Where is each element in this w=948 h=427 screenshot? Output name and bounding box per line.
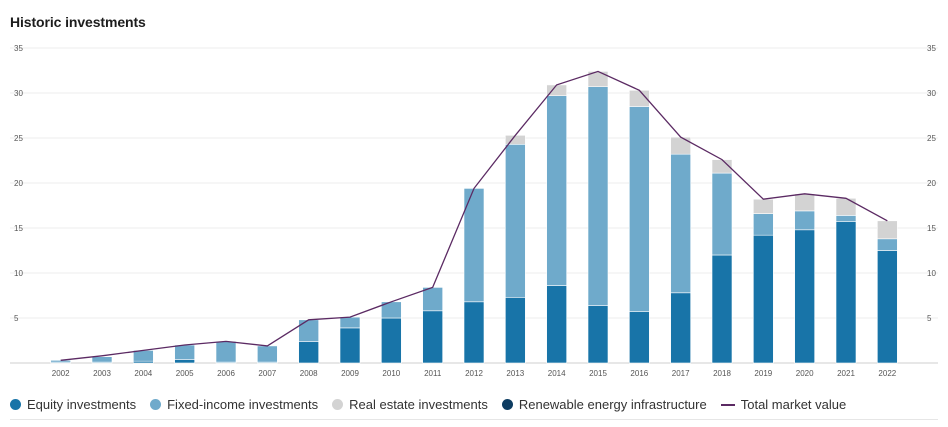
x-tick-label: 2003 <box>93 369 111 378</box>
bar-segment-fixed-income[interactable] <box>711 172 733 256</box>
y-tick-label-left: 35 <box>14 44 23 53</box>
y-tick-label-right: 25 <box>927 134 936 143</box>
bar-segment-equity[interactable] <box>381 317 402 364</box>
bar-segment-real-estate[interactable] <box>877 220 898 240</box>
bar-segment-fixed-income[interactable] <box>546 95 567 286</box>
legend-label: Real estate investments <box>349 397 488 412</box>
bar-segment-equity[interactable] <box>463 301 485 364</box>
bar-segment-equity[interactable] <box>505 296 526 364</box>
bar-segment-fixed-income[interactable] <box>91 356 113 363</box>
bar-segment-equity[interactable] <box>753 234 774 364</box>
legend-item-equity[interactable]: Equity investments <box>10 397 136 412</box>
bar-segment-real-estate[interactable] <box>835 198 857 216</box>
bar-segment-fixed-income[interactable] <box>794 210 815 231</box>
bar-segment-equity[interactable] <box>587 305 609 364</box>
bar-segment-fixed-income[interactable] <box>629 106 650 312</box>
bar-segment-fixed-income[interactable] <box>587 86 609 306</box>
legend-item-renewable[interactable]: Renewable energy infrastructure <box>501 397 707 412</box>
chart-title: Historic investments <box>10 14 146 30</box>
divider <box>10 419 938 420</box>
x-tick-label: 2002 <box>52 369 70 378</box>
y-tick-label-right: 5 <box>927 314 932 323</box>
legend-label: Fixed-income investments <box>167 397 319 412</box>
y-tick-label-left: 10 <box>14 269 23 278</box>
bar-segment-fixed-income[interactable] <box>50 359 71 363</box>
legend-dot-swatch <box>332 399 344 410</box>
legend-dot-swatch <box>501 399 513 410</box>
bar-segment-fixed-income[interactable] <box>670 153 691 294</box>
bar-segment-equity[interactable] <box>339 327 361 364</box>
bar-segment-equity[interactable] <box>670 292 691 364</box>
x-tick-label: 2013 <box>506 369 524 378</box>
legend-label: Renewable energy infrastructure <box>518 397 707 412</box>
x-tick-label: 2010 <box>382 369 400 378</box>
bar-segment-equity[interactable] <box>711 254 733 364</box>
bar-segment-real-estate[interactable] <box>794 193 815 212</box>
bar-segment-real-estate[interactable] <box>505 135 526 145</box>
bar-segment-fixed-income[interactable] <box>133 350 154 362</box>
bar-segment-equity[interactable] <box>422 310 443 364</box>
bar-segment-equity[interactable] <box>546 285 567 364</box>
bar-segment-fixed-income[interactable] <box>877 238 898 251</box>
bar-segment-fixed-income[interactable] <box>215 341 237 363</box>
y-tick-label-left: 25 <box>14 134 23 143</box>
x-tick-label: 2005 <box>176 369 194 378</box>
x-tick-label: 2008 <box>300 369 318 378</box>
x-tick-label: 2016 <box>630 369 648 378</box>
x-tick-label: 2017 <box>672 369 690 378</box>
y-tick-label-right: 30 <box>927 89 936 98</box>
bar-segment-equity[interactable] <box>298 341 319 364</box>
bar-segment-real-estate[interactable] <box>753 198 774 214</box>
bar-segment-fixed-income[interactable] <box>298 319 319 342</box>
legend-line-swatch <box>720 403 735 406</box>
bar-segment-equity[interactable] <box>835 221 857 364</box>
x-tick-label: 2007 <box>258 369 276 378</box>
legend-item-total-line[interactable]: Total market value <box>720 397 847 412</box>
x-tick-label: 2009 <box>341 369 359 378</box>
legend-dot-swatch <box>150 399 162 410</box>
x-tick-label: 2015 <box>589 369 607 378</box>
x-tick-label: 2018 <box>713 369 731 378</box>
y-tick-label-right: 10 <box>927 269 936 278</box>
bar-segment-real-estate[interactable] <box>670 136 691 155</box>
x-tick-label: 2012 <box>465 369 483 378</box>
x-tick-label: 2020 <box>796 369 814 378</box>
x-tick-label: 2019 <box>754 369 772 378</box>
bar-segment-equity[interactable] <box>877 250 898 364</box>
legend-label: Total market value <box>740 397 847 412</box>
legend-item-fixed-income[interactable]: Fixed-income investments <box>150 397 318 412</box>
x-tick-label: 2021 <box>837 369 855 378</box>
legend-dot-swatch <box>10 399 21 410</box>
bar-segment-equity[interactable] <box>794 229 815 364</box>
bar-segment-fixed-income[interactable] <box>505 144 526 298</box>
chart-legend: Equity investments Fixed-income investmen… <box>10 397 846 412</box>
bar-segment-equity[interactable] <box>174 359 195 364</box>
x-tick-label: 2014 <box>548 369 566 378</box>
bar-segment-equity[interactable] <box>629 311 650 364</box>
bar-segment-fixed-income[interactable] <box>174 344 195 360</box>
x-tick-label: 2011 <box>424 369 442 378</box>
y-tick-label-left: 20 <box>14 179 23 188</box>
bar-segment-fixed-income[interactable] <box>835 215 857 222</box>
y-tick-label-left: 30 <box>14 89 23 98</box>
total-market-value-line[interactable] <box>60 70 888 361</box>
bar-segment-fixed-income[interactable] <box>257 345 278 363</box>
x-tick-label: 2004 <box>134 369 152 378</box>
legend-label: Equity investments <box>27 397 137 412</box>
y-tick-label-right: 20 <box>927 179 936 188</box>
x-tick-label: 2022 <box>878 369 896 378</box>
bar-segment-fixed-income[interactable] <box>753 213 774 236</box>
bar-segment-fixed-income[interactable] <box>339 316 361 329</box>
x-tick-label: 2006 <box>217 369 235 378</box>
y-tick-label-left: 5 <box>14 314 19 323</box>
legend-item-real-estate[interactable]: Real estate investments <box>332 397 488 412</box>
y-tick-label-right: 15 <box>927 224 936 233</box>
y-tick-label-left: 15 <box>14 224 23 233</box>
y-tick-label-right: 35 <box>927 44 936 53</box>
bar-segment-fixed-income[interactable] <box>422 287 443 312</box>
